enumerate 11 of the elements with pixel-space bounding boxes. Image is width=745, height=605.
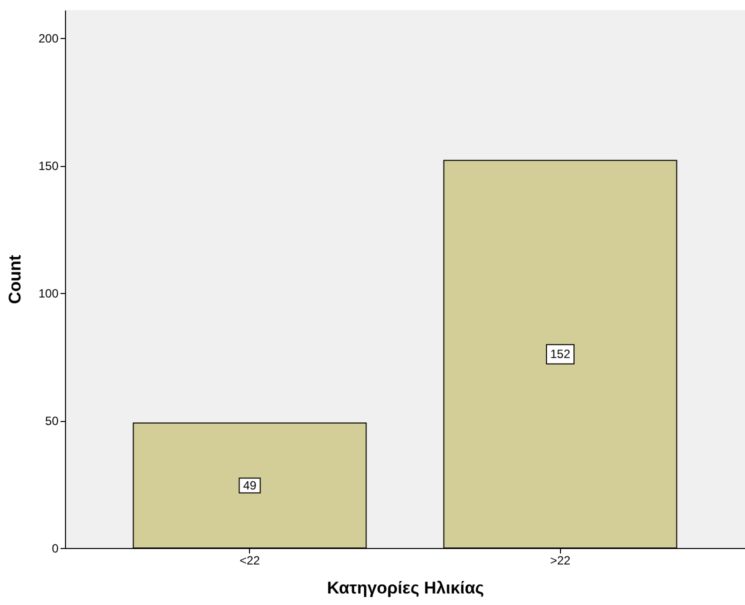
x-tick-label: <22 <box>240 554 260 568</box>
y-tick-label: 150 <box>38 159 59 174</box>
data-label: 49 <box>243 478 257 493</box>
x-axis-title: Κατηγορίες Ηλικίας <box>327 578 484 598</box>
y-tick-label: 200 <box>38 32 59 46</box>
y-tick-label: 50 <box>45 414 59 428</box>
y-tick-label: 100 <box>38 286 59 301</box>
data-label: 152 <box>550 347 571 362</box>
y-axis-title: Count <box>5 254 24 304</box>
y-tick-label: 0 <box>52 542 59 556</box>
x-tick-label: >22 <box>550 554 571 568</box>
